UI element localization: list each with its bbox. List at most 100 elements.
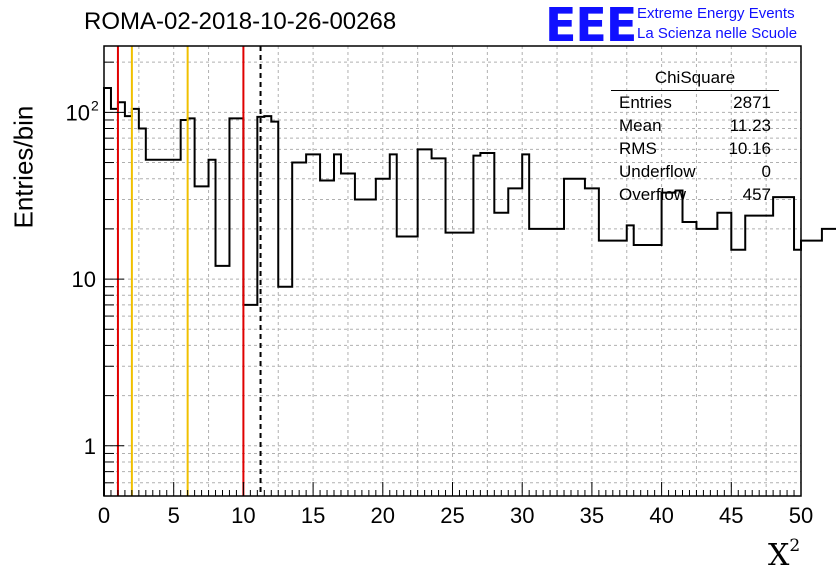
histogram-bin	[334, 154, 341, 496]
histogram-bin	[641, 245, 648, 496]
histogram-bin	[529, 229, 536, 496]
x-axis-label-text: X	[768, 538, 789, 573]
stats-row: Entries 2871	[611, 91, 779, 114]
histogram-bin	[557, 229, 564, 496]
histogram-bin	[508, 188, 515, 496]
x-tick-label: 30	[510, 503, 534, 528]
histogram-bin	[369, 200, 376, 496]
histogram-bin	[236, 118, 243, 496]
stats-row: Mean 11.23	[611, 114, 779, 137]
stats-value: 457	[743, 183, 771, 206]
histogram-bin	[683, 222, 690, 496]
y-tick-label: 10	[66, 100, 90, 125]
histogram-bin	[229, 118, 236, 496]
histogram-bin	[522, 154, 529, 496]
histogram-bin	[550, 229, 557, 496]
histogram-bin	[278, 287, 285, 496]
stats-box: ChiSquare Entries 2871 Mean 11.23 RMS 10…	[611, 66, 779, 206]
histogram-bin	[376, 179, 383, 496]
histogram-bin	[696, 229, 703, 496]
histogram-bin	[466, 233, 473, 496]
stats-title: ChiSquare	[611, 66, 779, 91]
stats-value: 10.16	[728, 137, 771, 160]
x-tick-label: 10	[231, 503, 255, 528]
histogram-bin	[202, 186, 209, 496]
histogram-bin	[662, 193, 669, 496]
histogram-bin	[669, 193, 676, 496]
histogram-bin	[306, 154, 313, 496]
x-tick-label: 0	[98, 503, 110, 528]
histogram-bin	[362, 200, 369, 496]
stats-label: Mean	[619, 114, 662, 137]
histogram-bin	[355, 200, 362, 496]
histogram-bin	[446, 233, 453, 496]
x-axis-label-superscript: 2	[789, 536, 800, 556]
stats-label: Entries	[619, 91, 672, 114]
stats-row: Overflow 457	[611, 183, 779, 206]
histogram-bin	[195, 186, 202, 496]
histogram-bin	[543, 229, 550, 496]
histogram-bin	[822, 229, 829, 496]
y-axis-label-wrap: Entries/bin	[4, 108, 44, 228]
stats-row: RMS 10.16	[611, 137, 779, 160]
histogram-bin	[536, 229, 543, 496]
histogram-bin	[745, 216, 752, 496]
histogram-bin	[348, 173, 355, 496]
histogram-bin	[808, 241, 815, 496]
histogram-bin	[578, 179, 585, 496]
logo-line-2: La Scienza nelle Scuole	[637, 25, 797, 42]
histogram-bin	[111, 109, 118, 496]
histogram-bin	[571, 179, 578, 496]
histogram-bin	[676, 190, 683, 496]
histogram-bin	[118, 102, 125, 496]
x-tick-label: 25	[440, 503, 464, 528]
stats-value: 0	[762, 160, 771, 183]
histogram-bin	[327, 181, 334, 496]
stats-label: Overflow	[619, 183, 686, 206]
histogram-bin	[132, 109, 139, 496]
stats-value: 2871	[733, 91, 771, 114]
x-axis-label: X2	[768, 536, 800, 573]
histogram-bin	[592, 188, 599, 496]
histogram-bin	[773, 197, 780, 496]
x-tick-label: 40	[649, 503, 673, 528]
histogram-bin	[264, 116, 271, 496]
histogram-bin	[139, 129, 146, 496]
histogram-bin	[627, 225, 634, 496]
histogram-bin	[285, 287, 292, 496]
histogram-bin	[459, 233, 466, 496]
histogram-bin	[801, 241, 808, 496]
histogram-bin	[313, 154, 320, 496]
histogram-bin	[320, 181, 327, 496]
histogram-bin	[181, 120, 188, 496]
histogram-bin	[634, 245, 641, 496]
histogram-bin	[703, 229, 710, 496]
stats-label: Underflow	[619, 160, 696, 183]
stats-value: 11.23	[730, 114, 771, 137]
histogram-bin	[585, 188, 592, 496]
y-tick-label: 1	[84, 434, 96, 459]
eee-logo-mark: EEE	[545, 2, 636, 48]
histogram-bin	[829, 229, 836, 496]
y-axis-label: Entries/bin	[9, 109, 40, 229]
histogram-bin	[766, 216, 773, 496]
histogram-bin	[752, 216, 759, 496]
histogram-bin	[243, 305, 250, 496]
run-title: ROMA-02-2018-10-26-00268	[84, 8, 396, 36]
histogram-bin	[250, 305, 257, 496]
x-tick-label: 35	[580, 503, 604, 528]
y-tick-label: 10	[72, 267, 96, 292]
stats-row: Underflow 0	[611, 160, 779, 183]
histogram-bin	[480, 153, 487, 496]
histogram-bin	[125, 116, 132, 496]
x-tick-label: 20	[371, 503, 395, 528]
histogram-bin	[815, 241, 822, 496]
histogram-bin	[418, 149, 425, 496]
histogram-bin	[390, 154, 397, 496]
histogram-bin	[648, 245, 655, 496]
histogram-bin	[787, 197, 794, 496]
histogram-bin	[383, 179, 390, 496]
histogram-bin	[487, 153, 494, 496]
histogram-bin	[425, 149, 432, 496]
x-tick-label: 50	[789, 503, 813, 528]
